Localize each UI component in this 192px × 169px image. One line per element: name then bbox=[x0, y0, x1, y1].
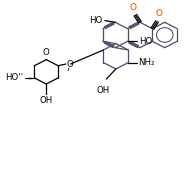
Text: HO: HO bbox=[89, 16, 102, 25]
Text: OH: OH bbox=[97, 86, 110, 95]
Text: ,: , bbox=[67, 62, 70, 72]
Text: O: O bbox=[43, 48, 50, 57]
Text: NH₂: NH₂ bbox=[138, 58, 154, 67]
Text: O: O bbox=[130, 3, 137, 12]
Text: O: O bbox=[67, 59, 74, 69]
Text: HO'': HO'' bbox=[5, 73, 23, 82]
Text: HO: HO bbox=[139, 37, 152, 46]
Text: OH: OH bbox=[40, 96, 53, 105]
Text: O: O bbox=[156, 9, 163, 18]
